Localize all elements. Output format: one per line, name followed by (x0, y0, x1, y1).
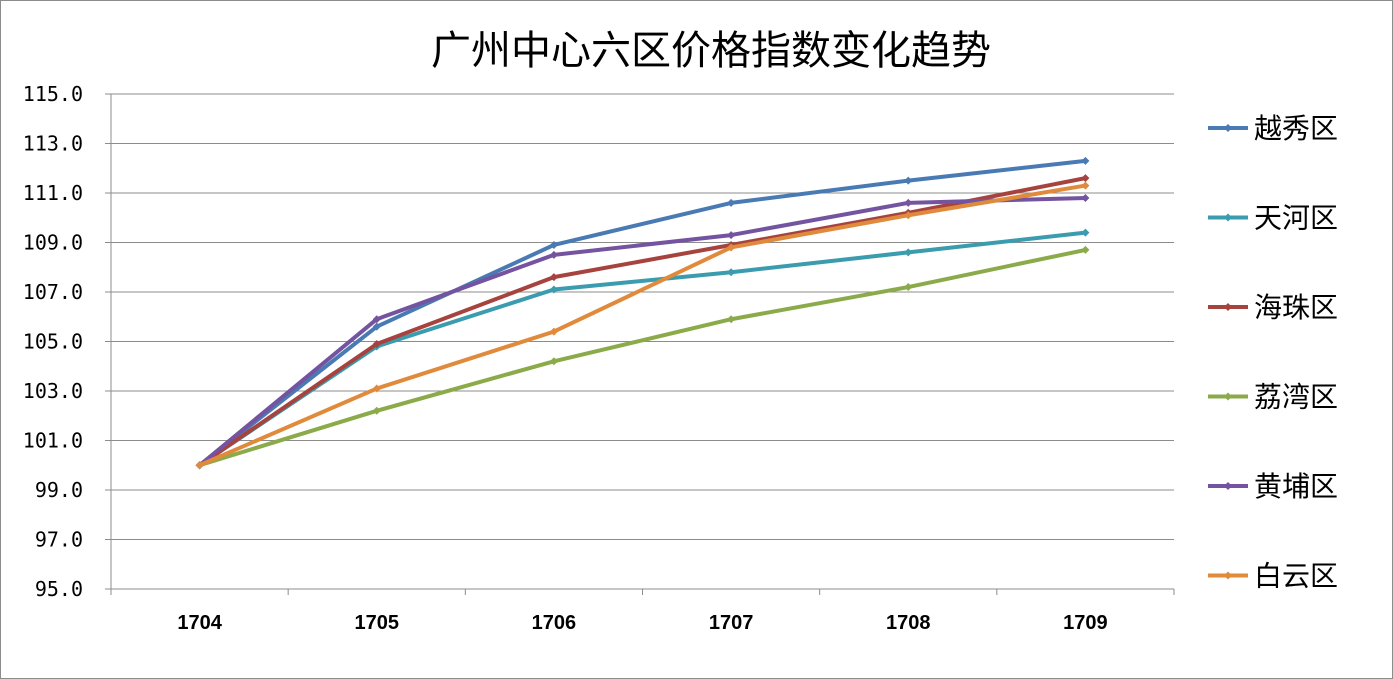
legend-marker (1224, 571, 1232, 580)
data-point (1081, 193, 1090, 202)
y-tick-label: 113.0 (23, 132, 83, 156)
x-tick-label: 1707 (709, 612, 754, 634)
data-point (549, 273, 558, 282)
series-5 (195, 193, 1090, 470)
data-point (727, 231, 736, 240)
chart-title: 广州中心六区价格指数变化趋势 (431, 28, 991, 74)
series-line (197, 230, 1088, 468)
legend-entry: 越秀区 (1208, 112, 1338, 145)
series-6 (195, 181, 1090, 470)
legend-entry: 荔湾区 (1208, 381, 1338, 414)
y-tick-label: 103.0 (23, 379, 83, 403)
data-point (1081, 181, 1090, 190)
legend-label: 黄埔区 (1254, 470, 1338, 503)
legend-label: 荔湾区 (1254, 381, 1338, 414)
x-tick-label: 1705 (355, 612, 400, 634)
data-point (372, 406, 381, 415)
legend-entry: 天河区 (1208, 202, 1338, 235)
legend-entry: 黄埔区 (1208, 470, 1338, 503)
legend-label: 白云区 (1254, 560, 1338, 593)
x-tick-label: 1708 (886, 612, 931, 634)
legend-entry: 白云区 (1208, 560, 1338, 593)
legend-label: 天河区 (1254, 202, 1338, 235)
data-point (727, 268, 736, 277)
data-point (549, 250, 558, 259)
legend-label: 越秀区 (1254, 112, 1338, 145)
series-2 (195, 228, 1090, 470)
series-line (197, 158, 1088, 468)
data-point (372, 315, 381, 324)
data-point (904, 198, 913, 207)
data-point (1081, 245, 1090, 254)
data-point (549, 285, 558, 294)
data-point (549, 240, 558, 249)
y-tick-label: 115.0 (23, 82, 83, 106)
y-tick-label: 99.0 (35, 478, 83, 502)
series-line (197, 195, 1088, 468)
x-axis-tick-labels: 1704 1705 1706 1707 1708 1709 (177, 612, 1107, 634)
y-tick-label: 101.0 (23, 429, 83, 453)
data-point (549, 357, 558, 366)
data-point (1081, 174, 1090, 183)
axes (105, 93, 1175, 595)
data-point (372, 384, 381, 393)
data-point (372, 339, 381, 348)
y-tick-label: 107.0 (23, 280, 83, 304)
y-tick-label: 97.0 (35, 528, 83, 552)
legend-marker (1224, 482, 1232, 490)
data-series (195, 156, 1090, 470)
legend-marker (1224, 303, 1232, 311)
data-point (549, 327, 558, 336)
legend-marker (1224, 392, 1232, 401)
y-tick-label: 95.0 (35, 577, 83, 601)
data-point (904, 211, 913, 220)
y-tick-label: 109.0 (23, 231, 83, 255)
data-point (904, 176, 913, 185)
data-point (904, 283, 913, 292)
series-line (197, 176, 1088, 468)
y-axis-tick-labels: 95.0 97.0 99.0 101.0 103.0 105.0 107.0 109.0 111… (23, 82, 83, 601)
series-4 (195, 245, 1090, 470)
legend-label: 海珠区 (1254, 291, 1338, 324)
data-point (727, 198, 736, 207)
x-tick-label: 1709 (1063, 612, 1108, 634)
legend-entry: 海珠区 (1208, 291, 1338, 324)
data-point (727, 243, 736, 252)
data-point (1081, 156, 1090, 165)
y-tick-label: 111.0 (23, 181, 83, 205)
series-line (197, 183, 1088, 468)
data-point (195, 461, 204, 470)
gridlines (111, 93, 1174, 540)
data-point (727, 315, 736, 324)
legend-marker (1224, 124, 1232, 132)
x-tick-label: 1706 (532, 612, 577, 634)
series-line (197, 247, 1088, 468)
data-point (372, 322, 381, 331)
y-tick-label: 105.0 (23, 330, 83, 354)
data-point (1081, 228, 1090, 237)
data-point (904, 248, 913, 257)
legend-marker (1224, 213, 1232, 222)
x-tick-label: 1704 (177, 612, 222, 634)
